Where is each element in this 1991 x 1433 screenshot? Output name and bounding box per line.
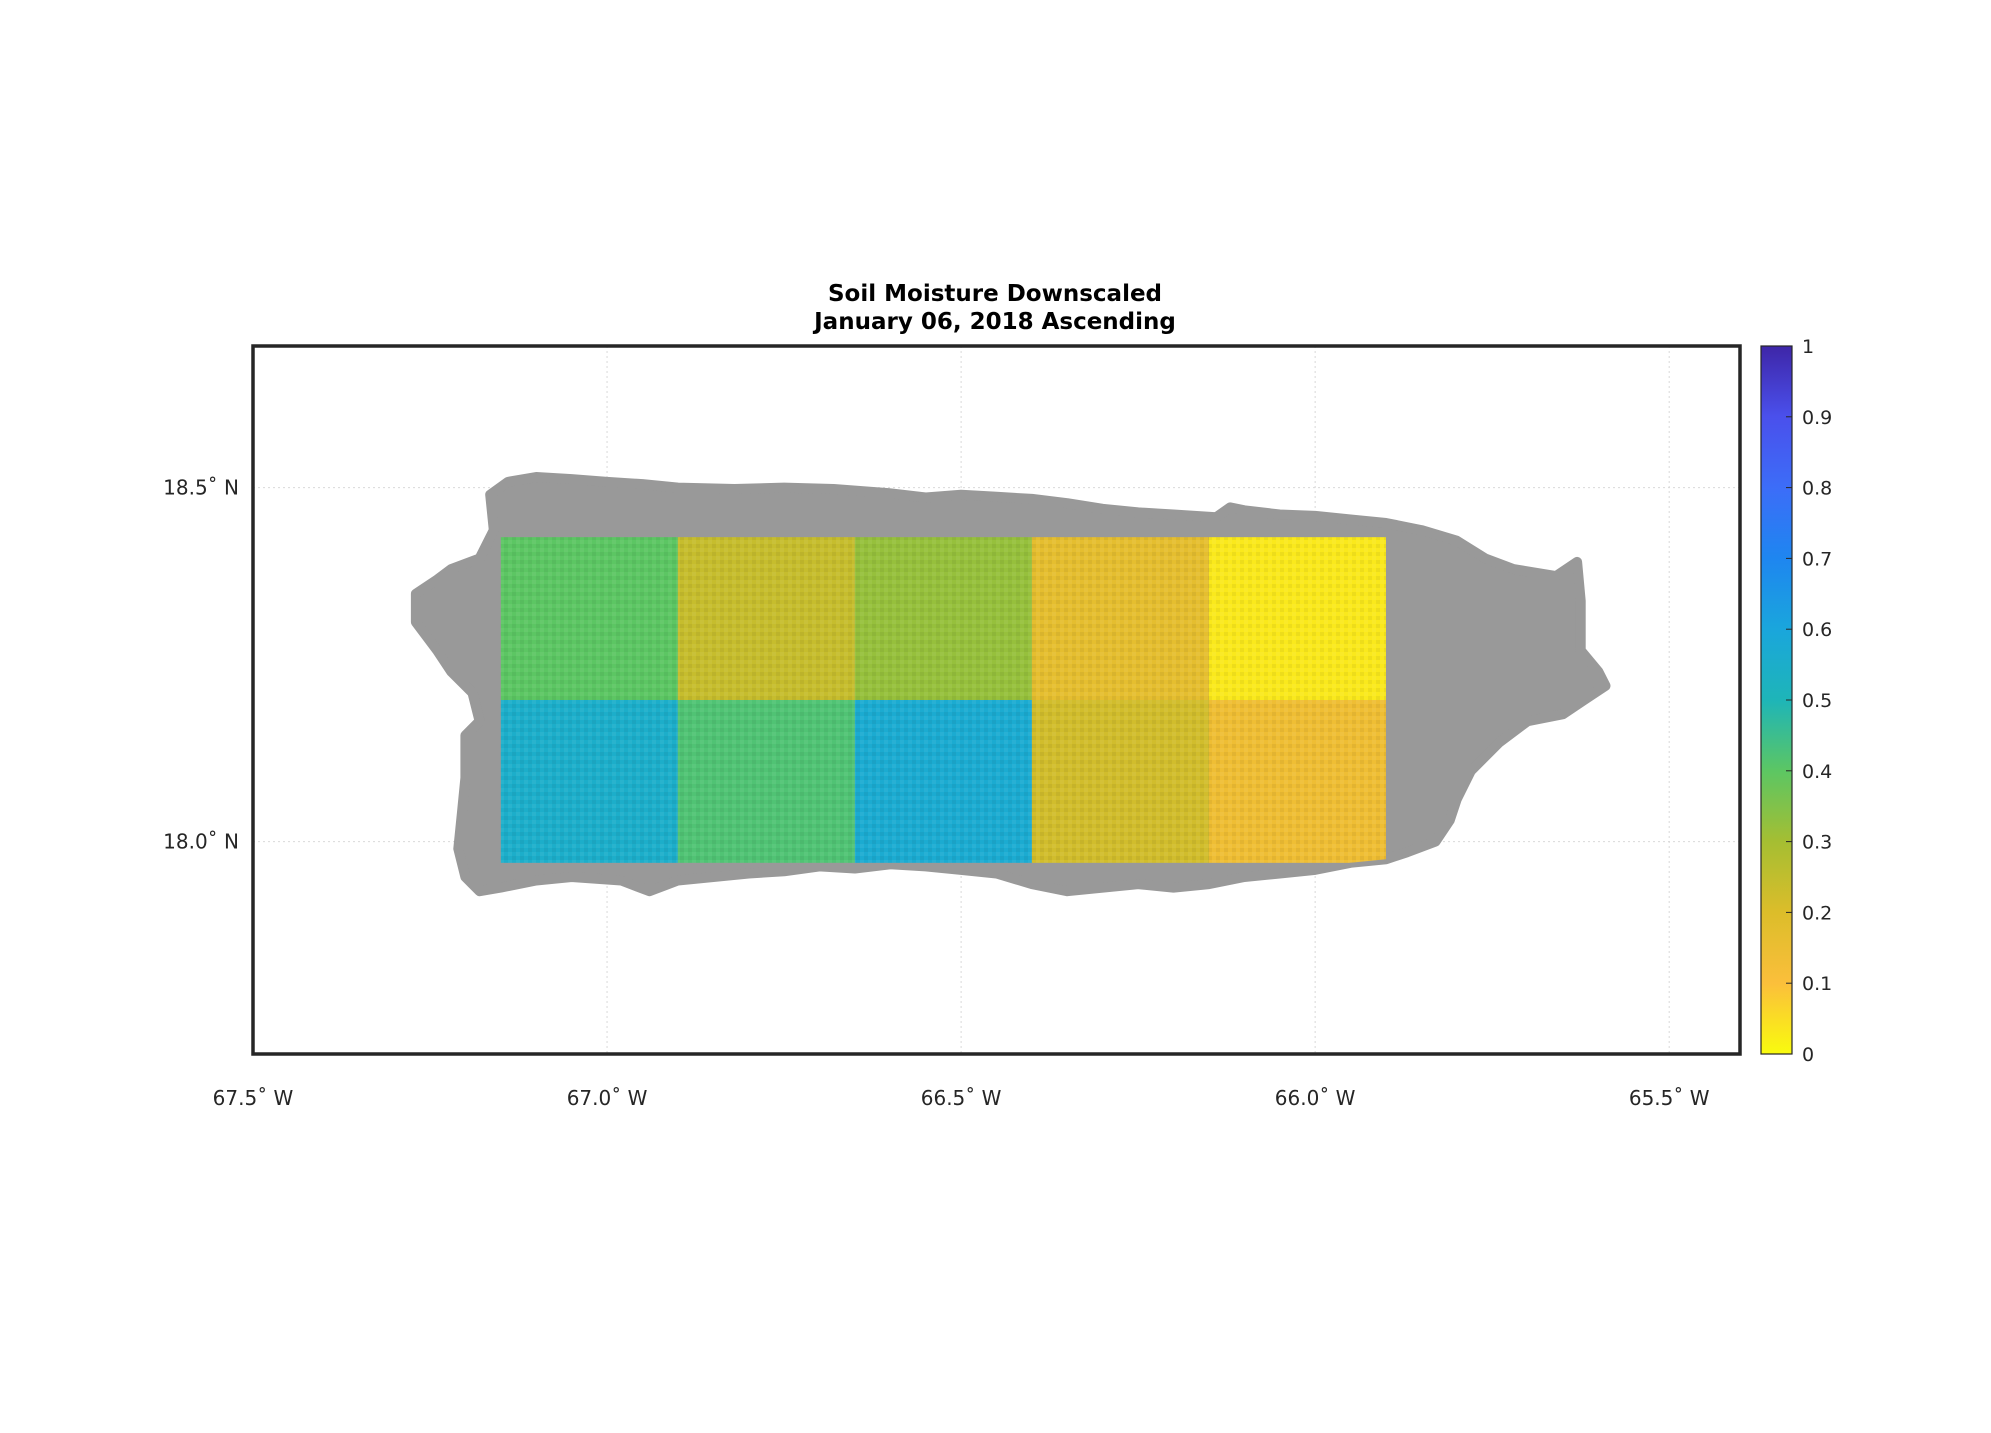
tile-texture [1208, 700, 1386, 863]
map-subtitle: January 06, 2018 Ascending [812, 309, 1176, 335]
land-layer [410, 472, 1611, 897]
tile-texture [677, 700, 855, 863]
colorbar-tick-label: 0 [1802, 1044, 1814, 1066]
longitude-tick-label: 67.5˚ W [213, 1086, 294, 1110]
colorbar-tick-label: 0.9 [1802, 407, 1832, 429]
colorbar: 0 0.1 0.2 0.3 0.4 0.5 0.6 0.7 0.8 0.9 1 [1760, 336, 1832, 1066]
tile-texture [854, 700, 1032, 863]
tile-texture [500, 537, 678, 700]
colorbar-tick-label: 0.2 [1802, 902, 1832, 924]
tile-texture [1031, 537, 1209, 700]
longitude-tick-label: 66.0˚ W [1275, 1086, 1356, 1110]
tile-texture [1031, 700, 1209, 863]
latitude-tick-labels: 18.5˚ N 18.0˚ N [163, 476, 239, 854]
latitude-tick-label: 18.5˚ N [163, 476, 239, 500]
longitude-tick-labels: 67.5˚ W 67.0˚ W 66.5˚ W 66.0˚ W 65.5˚ W [213, 1086, 1710, 1110]
soil-moisture-tiles [500, 537, 1386, 863]
map-axes: 67.5˚ W 67.0˚ W 66.5˚ W 66.0˚ W 65.5˚ W 18.5… [163, 344, 1742, 1110]
colorbar-tick-label: 0.4 [1802, 761, 1832, 783]
tile-texture [1208, 537, 1386, 700]
longitude-tick-label: 66.5˚ W [921, 1086, 1002, 1110]
colorbar-ticks: 0 0.1 0.2 0.3 0.4 0.5 0.6 0.7 0.8 0.9 1 [1786, 336, 1832, 1066]
map-title: Soil Moisture Downscaled [828, 281, 1162, 307]
colorbar-tick-label: 1 [1802, 336, 1814, 358]
map-frame [251, 344, 1742, 1056]
colorbar-tick-label: 0.3 [1802, 832, 1832, 854]
colorbar-tick-label: 0.7 [1802, 548, 1832, 570]
colorbar-tick-label: 0.5 [1802, 690, 1832, 712]
colorbar-tick-label: 0.1 [1802, 973, 1832, 995]
latitude-tick-label: 18.0˚ N [163, 830, 239, 854]
tile-texture [854, 537, 1032, 700]
tile-texture [677, 537, 855, 700]
colorbar-tick-label: 0.6 [1802, 619, 1832, 641]
longitude-tick-label: 65.5˚ W [1629, 1086, 1710, 1110]
longitude-tick-label: 67.0˚ W [567, 1086, 648, 1110]
colorbar-tick-label: 0.8 [1802, 478, 1832, 500]
tile-texture [500, 700, 678, 863]
